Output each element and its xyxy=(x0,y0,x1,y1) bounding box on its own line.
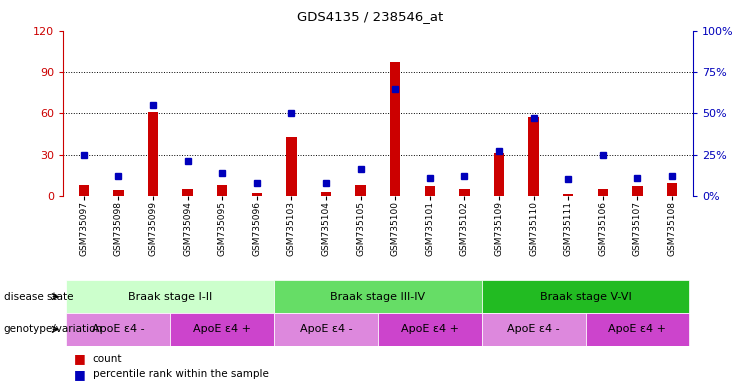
Bar xyxy=(356,185,366,196)
Bar xyxy=(632,186,642,196)
Bar xyxy=(482,313,585,346)
Bar xyxy=(286,137,296,196)
Bar xyxy=(274,313,378,346)
Text: ■: ■ xyxy=(74,353,86,366)
Text: ApoE ε4 +: ApoE ε4 + xyxy=(193,324,251,334)
Text: count: count xyxy=(93,354,122,364)
Text: ApoE ε4 -: ApoE ε4 - xyxy=(299,324,352,334)
Bar xyxy=(321,192,331,196)
Bar xyxy=(67,280,274,313)
Bar xyxy=(563,194,574,196)
Bar xyxy=(585,313,689,346)
Text: GDS4135 / 238546_at: GDS4135 / 238546_at xyxy=(297,10,444,23)
Bar xyxy=(482,280,689,313)
Text: ■: ■ xyxy=(74,368,86,381)
Bar xyxy=(494,153,504,196)
Text: genotype/variation: genotype/variation xyxy=(4,324,103,334)
Bar xyxy=(528,118,539,196)
Bar xyxy=(378,313,482,346)
Bar xyxy=(79,185,89,196)
Bar xyxy=(425,186,435,196)
Bar xyxy=(182,189,193,196)
Bar xyxy=(598,189,608,196)
Bar xyxy=(170,313,274,346)
Text: Braak stage I-II: Braak stage I-II xyxy=(128,291,213,302)
Bar xyxy=(147,112,158,196)
Bar xyxy=(113,190,124,196)
Text: ApoE ε4 -: ApoE ε4 - xyxy=(92,324,144,334)
Bar xyxy=(217,185,227,196)
Text: percentile rank within the sample: percentile rank within the sample xyxy=(93,369,268,379)
Bar xyxy=(459,189,470,196)
Text: disease state: disease state xyxy=(4,291,73,302)
Bar xyxy=(274,280,482,313)
Bar xyxy=(390,62,400,196)
Bar xyxy=(667,184,677,196)
Bar xyxy=(67,313,170,346)
Bar xyxy=(252,193,262,196)
Text: ApoE ε4 +: ApoE ε4 + xyxy=(401,324,459,334)
Text: Braak stage III-IV: Braak stage III-IV xyxy=(330,291,425,302)
Text: Braak stage V-VI: Braak stage V-VI xyxy=(539,291,631,302)
Text: ApoE ε4 +: ApoE ε4 + xyxy=(608,324,666,334)
Text: ApoE ε4 -: ApoE ε4 - xyxy=(508,324,560,334)
